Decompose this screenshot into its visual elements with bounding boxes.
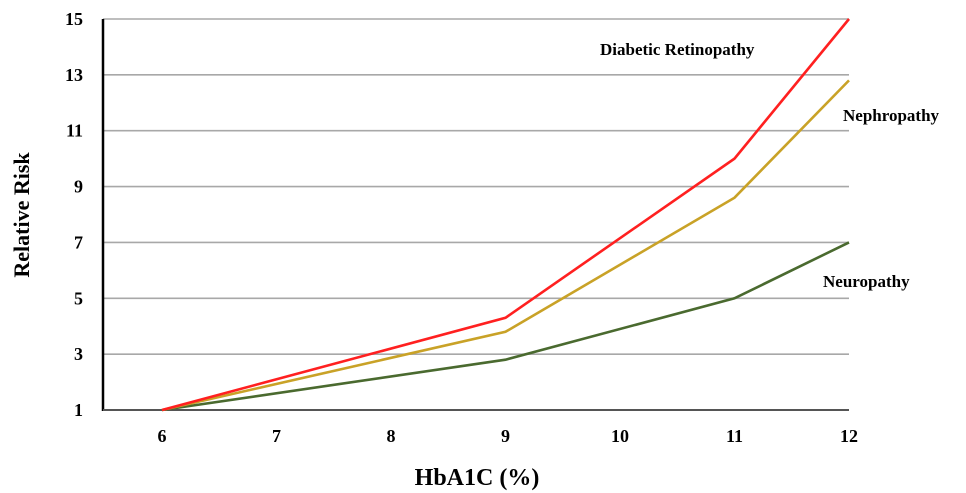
y-tick-label: 7 [74, 232, 83, 252]
y-tick-label: 5 [74, 288, 83, 308]
y-tick-label: 9 [74, 177, 83, 197]
gridlines [103, 18, 849, 355]
series-label-diabetic-retinopathy: Diabetic Retinopathy [600, 40, 755, 59]
y-tick-label: 15 [65, 9, 83, 29]
series-line-nephropathy [161, 79, 850, 412]
y-tick-label: 11 [66, 121, 83, 141]
series-line-diabetic-retinopathy [161, 18, 851, 412]
x-tick-label: 10 [611, 426, 629, 446]
axes [101, 19, 849, 411]
x-tick-label: 9 [501, 426, 510, 446]
x-axis-title: HbA1C (%) [415, 465, 540, 491]
x-tick-label: 12 [840, 426, 858, 446]
series-label-neuropathy: Neuropathy [823, 272, 910, 291]
y-tick-label: 3 [74, 344, 83, 364]
series-label-nephropathy: Nephropathy [843, 106, 940, 125]
x-tick-label: 6 [158, 426, 167, 446]
y-tick-label: 13 [65, 65, 83, 85]
x-tick-label: 8 [387, 426, 396, 446]
x-tick-label: 11 [726, 426, 743, 446]
series-line-neuropathy [161, 241, 850, 412]
y-tick-label: 1 [74, 400, 83, 420]
series-lines [161, 18, 851, 412]
x-tick-label: 7 [272, 426, 281, 446]
series-labels: Diabetic Retinopathy Nephropathy Neuropath… [600, 40, 940, 291]
y-axis-title: Relative Risk [9, 152, 34, 278]
